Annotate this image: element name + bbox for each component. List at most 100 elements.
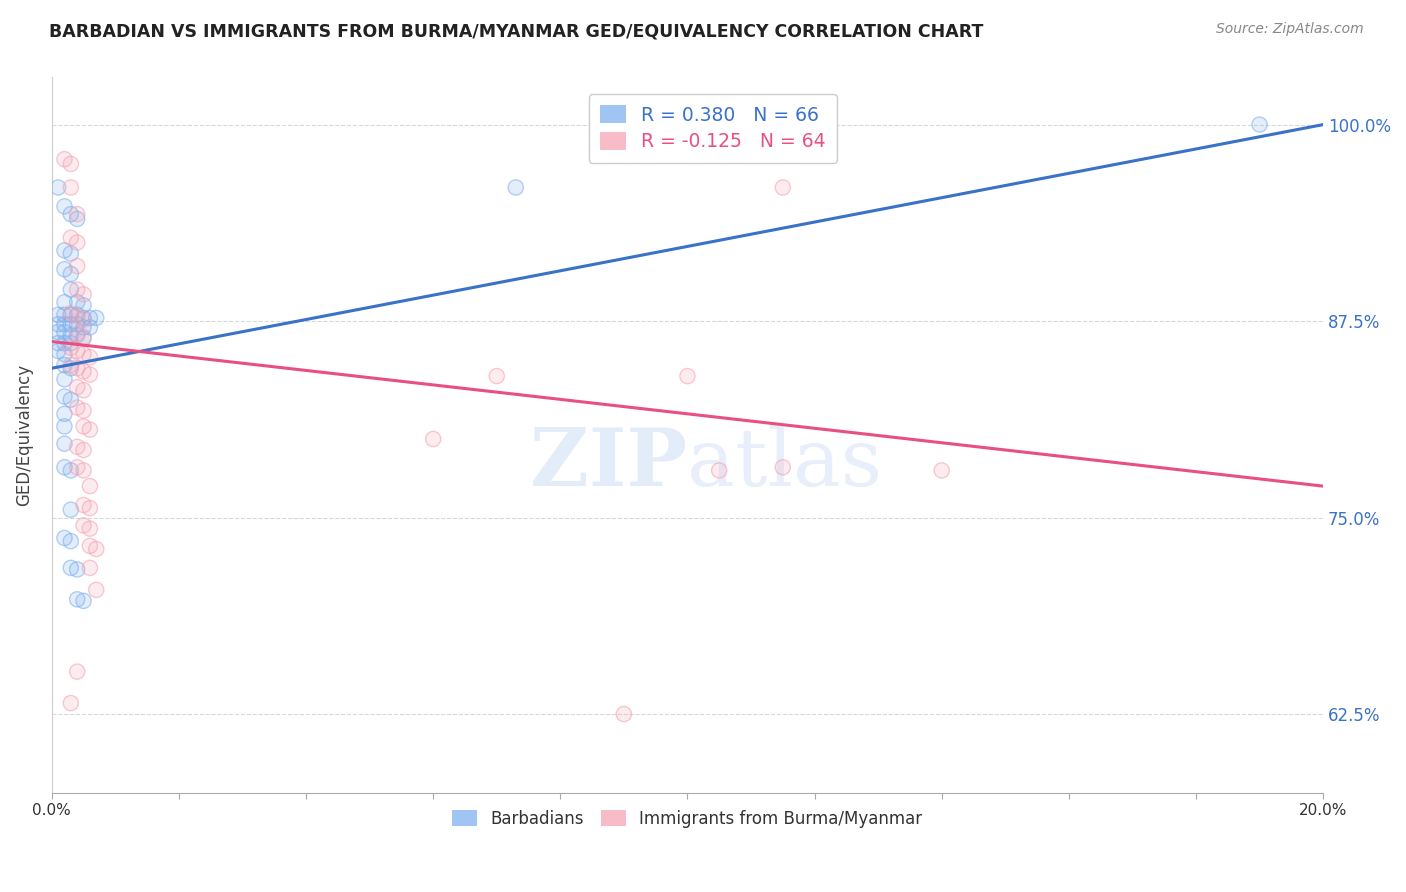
Point: [72, 442, 94, 457]
Text: ZIP: ZIP: [530, 425, 688, 503]
Point: [79, 561, 101, 575]
Point: [72, 498, 94, 512]
Point: [66, 401, 89, 415]
Point: [66, 328, 89, 343]
Point: [505, 180, 527, 194]
Point: [59, 317, 82, 331]
Point: [66, 440, 89, 454]
Point: [53, 460, 76, 475]
Point: [59, 463, 82, 477]
Point: [66, 380, 89, 394]
Point: [79, 501, 101, 516]
Point: [66, 308, 89, 322]
Point: [59, 207, 82, 221]
Point: [59, 283, 82, 297]
Point: [53, 460, 76, 475]
Point: [53, 336, 76, 351]
Point: [59, 246, 82, 260]
Point: [72, 287, 94, 301]
Point: [66, 401, 89, 415]
Point: [66, 592, 89, 607]
Point: [59, 231, 82, 245]
Point: [53, 262, 76, 277]
Point: [72, 312, 94, 326]
Point: [772, 180, 794, 194]
Point: [59, 341, 82, 355]
Point: [59, 561, 82, 575]
Point: [505, 180, 527, 194]
Point: [59, 267, 82, 281]
Point: [66, 211, 89, 226]
Point: [72, 594, 94, 608]
Point: [72, 298, 94, 312]
Point: [59, 341, 82, 355]
Point: [66, 380, 89, 394]
Point: [53, 199, 76, 213]
Point: [66, 460, 89, 475]
Text: BARBADIAN VS IMMIGRANTS FROM BURMA/MYANMAR GED/EQUIVALENCY CORRELATION CHART: BARBADIAN VS IMMIGRANTS FROM BURMA/MYANM…: [49, 22, 984, 40]
Point: [53, 407, 76, 421]
Point: [66, 328, 89, 343]
Point: [72, 383, 94, 397]
Point: [66, 665, 89, 679]
Point: [772, 460, 794, 475]
Point: [79, 310, 101, 325]
Point: [72, 331, 94, 345]
Point: [59, 328, 82, 343]
Point: [66, 317, 89, 331]
Point: [72, 320, 94, 334]
Point: [72, 320, 94, 334]
Point: [84, 582, 107, 597]
Point: [59, 361, 82, 376]
Point: [66, 283, 89, 297]
Point: [66, 295, 89, 310]
Point: [53, 372, 76, 386]
Point: [66, 361, 89, 376]
Point: [79, 539, 101, 553]
Point: [66, 343, 89, 358]
Point: [79, 310, 101, 325]
Point: [66, 343, 89, 358]
Point: [676, 369, 699, 384]
Point: [59, 328, 82, 343]
Point: [59, 358, 82, 372]
Point: [53, 317, 76, 331]
Point: [72, 330, 94, 344]
Point: [72, 312, 94, 326]
Point: [79, 368, 101, 382]
Point: [53, 325, 76, 339]
Point: [66, 562, 89, 576]
Point: [59, 283, 82, 297]
Point: [709, 463, 731, 477]
Point: [72, 403, 94, 417]
Point: [84, 310, 107, 325]
Point: [72, 419, 94, 434]
Point: [79, 423, 101, 437]
Point: [72, 518, 94, 533]
Point: [79, 350, 101, 364]
Point: [66, 308, 89, 322]
Point: [72, 463, 94, 477]
Point: [59, 157, 82, 171]
Point: [79, 501, 101, 516]
Point: [53, 152, 76, 166]
Point: [66, 592, 89, 607]
Point: [46, 317, 69, 331]
Point: [53, 262, 76, 277]
Point: [53, 308, 76, 322]
Point: [72, 331, 94, 345]
Point: [79, 320, 101, 334]
Point: [72, 364, 94, 378]
Point: [59, 696, 82, 710]
Point: [84, 541, 107, 556]
Point: [79, 539, 101, 553]
Point: [66, 460, 89, 475]
Point: [66, 317, 89, 331]
Point: [53, 244, 76, 258]
Point: [59, 336, 82, 351]
Point: [66, 211, 89, 226]
Point: [676, 369, 699, 384]
Point: [422, 432, 444, 446]
Point: [59, 306, 82, 320]
Point: [53, 419, 76, 434]
